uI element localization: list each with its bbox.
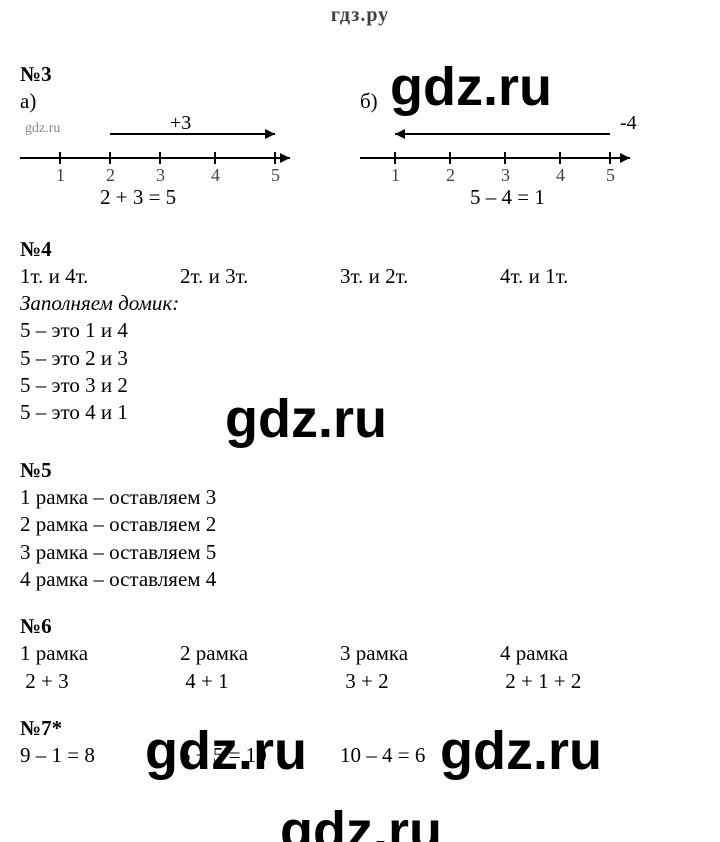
task4-pair: 2т. и 3т. [180, 263, 340, 290]
task5-line: 1 рамка – оставляем 3 [20, 484, 700, 511]
task5-line: 3 рамка – оставляем 5 [20, 539, 700, 566]
task6-expr: 4 + 1 [180, 668, 340, 695]
task5-title: №5 [20, 457, 700, 484]
task7-expr: 9 – 1 = 8 [20, 742, 180, 769]
task4-line: 5 – это 1 и 4 [20, 317, 700, 344]
task4-line: 5 – это 3 и 2 [20, 372, 700, 399]
task4-pair: 3т. и 2т. [340, 263, 500, 290]
page-header: гдз.ру [0, 0, 720, 27]
task3-part-a: а) gdz.ru +3 [20, 88, 360, 205]
task4-pairs-row: 1т. и 4т. 2т. и 3т. 3т. и 2т. 4т. и 1т. [20, 263, 700, 290]
task6-col: 2 рамка 4 + 1 [180, 640, 340, 695]
task5-line: 4 рамка – оставляем 4 [20, 566, 700, 593]
task7-row: 9 – 1 = 8 5 + 5 = 10 10 – 4 = 6 [20, 742, 700, 769]
page: { "header": "гдз.ру", "watermarks": { "b… [0, 0, 720, 842]
watermark-small: gdz.ru [25, 120, 60, 138]
op-label: +3 [170, 110, 191, 136]
task3-title: №3 [20, 61, 700, 88]
task6-label: 3 рамка [340, 640, 500, 667]
tick-label: 4 [211, 164, 220, 187]
task4-pair: 1т. и 4т. [20, 263, 180, 290]
tick-label: 5 [606, 164, 615, 187]
task3-part-b: б) -4 [360, 88, 700, 205]
task4-line: 5 – это 4 и 1 [20, 399, 700, 426]
task4-pair: 4т. и 1т. [500, 263, 660, 290]
task4-fill-title: Заполняем домик: [20, 290, 700, 317]
task6-expr: 2 + 3 [20, 668, 180, 695]
tick-label: 4 [556, 164, 565, 187]
tick-label: 2 [446, 164, 455, 187]
task7-expr: 10 – 4 = 6 [340, 742, 500, 769]
op-label: -4 [620, 110, 637, 136]
task4-title: №4 [20, 236, 700, 263]
tick-label: 5 [271, 164, 280, 187]
task6-title: №6 [20, 613, 700, 640]
task6-row: 1 рамка 2 + 3 2 рамка 4 + 1 3 рамка 3 + … [20, 640, 700, 695]
numline-b: -4 1 [360, 116, 660, 206]
task6-label: 4 рамка [500, 640, 660, 667]
task6-expr: 2 + 1 + 2 [500, 668, 660, 695]
task6-label: 2 рамка [180, 640, 340, 667]
task7-expr: 5 + 5 = 10 [180, 742, 340, 769]
task3-b-label: б) [360, 88, 700, 115]
task3-row: а) gdz.ru +3 [20, 88, 700, 205]
task6-col: 1 рамка 2 + 3 [20, 640, 180, 695]
task6-col: 3 рамка 3 + 2 [340, 640, 500, 695]
task6-col: 4 рамка 2 + 1 + 2 [500, 640, 660, 695]
equation: 2 + 3 = 5 [100, 184, 176, 211]
numline-a: gdz.ru +3 [20, 116, 320, 206]
tick-label: 1 [391, 164, 400, 187]
task6-label: 1 рамка [20, 640, 180, 667]
equation: 5 – 4 = 1 [470, 184, 545, 211]
content: №3 а) gdz.ru +3 [0, 27, 720, 770]
tick-label: 1 [56, 164, 65, 187]
watermark: gdz.ru [280, 800, 442, 842]
task4-line: 5 – это 2 и 3 [20, 345, 700, 372]
task6-expr: 3 + 2 [340, 668, 500, 695]
task7-title: №7* [20, 715, 700, 742]
task5-line: 2 рамка – оставляем 2 [20, 511, 700, 538]
